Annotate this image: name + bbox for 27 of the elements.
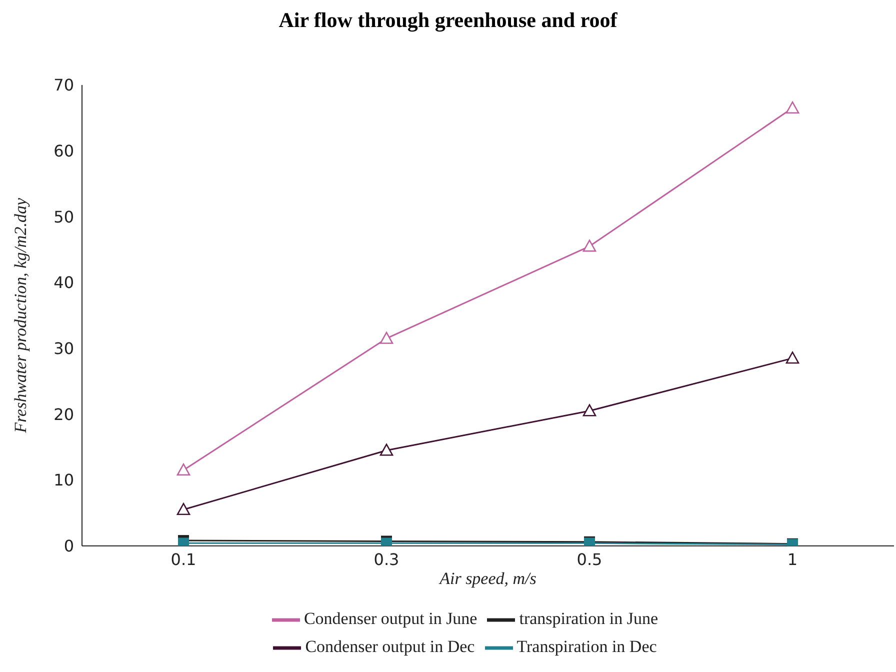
y-tick-label: 10 (54, 470, 74, 490)
point (380, 332, 394, 344)
legend-label: Condenser output in June (304, 608, 478, 628)
y-axis-title: Freshwater production, kg/m2.day (11, 198, 30, 434)
point (786, 352, 800, 364)
y-tick-label: 20 (54, 404, 74, 424)
x-tick-label: 0.3 (374, 550, 400, 570)
x-axis-title: Air speed, m/s (438, 568, 537, 588)
x-tick-label: 0.5 (576, 550, 602, 570)
point (582, 404, 596, 416)
y-tick-label: 60 (54, 142, 74, 161)
point (176, 502, 190, 516)
point (582, 240, 596, 252)
y-tick-label: 50 (54, 207, 74, 226)
point (786, 101, 800, 114)
legend-label: Condenser output in Dec (305, 636, 475, 656)
point (176, 463, 190, 476)
legend-label: Transpiration in Dec (516, 636, 657, 656)
y-tick-label: 70 (54, 76, 74, 95)
x-tick-label: 0.1 (170, 550, 196, 570)
chart-title: Air flow through greenhouse and roof (278, 7, 618, 34)
y-tick-label: 0 (64, 536, 74, 556)
x-tick-label: 1 (787, 550, 798, 570)
y-tick-label: 30 (54, 339, 74, 358)
y-tick-label: 40 (54, 273, 74, 292)
legend-label: transpiration in June (519, 608, 658, 628)
point (380, 444, 394, 456)
